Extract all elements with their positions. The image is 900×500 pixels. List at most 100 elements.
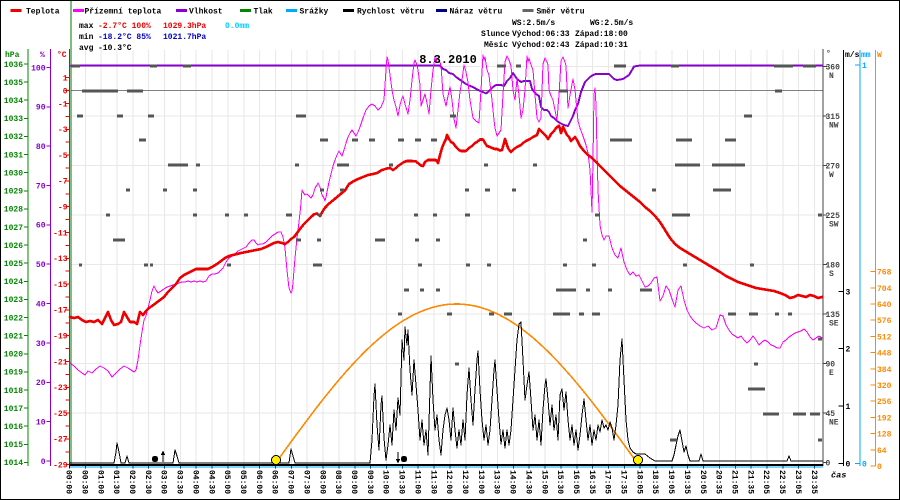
svg-text:Slunce: Slunce [481, 30, 510, 39]
svg-text:10:00: 10:00 [381, 470, 390, 494]
svg-text:100: 100 [31, 64, 46, 73]
svg-text:01:00: 01:00 [95, 470, 104, 494]
svg-text:08:00: 08:00 [317, 470, 326, 494]
svg-text:640: 640 [877, 301, 892, 310]
svg-text:1019: 1019 [4, 369, 23, 378]
svg-text:135: 135 [826, 311, 841, 320]
svg-text:Měsíc: Měsíc [484, 41, 508, 50]
svg-text:0.0mm: 0.0mm [225, 22, 249, 31]
svg-text:07:00: 07:00 [286, 470, 295, 494]
svg-text:1036: 1036 [4, 61, 23, 70]
svg-text:Tlak: Tlak [254, 8, 273, 17]
svg-text:90: 90 [36, 104, 46, 113]
svg-text:1: 1 [846, 403, 851, 412]
svg-text:02:30: 02:30 [143, 470, 152, 494]
svg-text:09:30: 09:30 [365, 470, 374, 494]
svg-text:1014: 1014 [4, 459, 23, 468]
svg-text:128: 128 [877, 431, 892, 440]
svg-text:1028: 1028 [4, 206, 23, 215]
svg-text:15:30: 15:30 [555, 470, 564, 494]
svg-text:1: 1 [63, 75, 68, 84]
svg-text:E: E [829, 369, 834, 378]
svg-text:23:35: 23:35 [809, 470, 818, 494]
svg-text:180: 180 [826, 262, 841, 271]
svg-text:Západ:10:31: Západ:10:31 [575, 41, 628, 50]
svg-text:-3: -3 [58, 126, 68, 135]
svg-text:avg: avg [79, 44, 94, 53]
svg-text:11:30: 11:30 [428, 470, 437, 494]
svg-text:1021.7hPa: 1021.7hPa [163, 33, 206, 42]
svg-text:-15: -15 [53, 281, 68, 290]
svg-text:-29: -29 [53, 462, 68, 471]
svg-text:12:30: 12:30 [460, 470, 469, 494]
svg-text:Náraz větru: Náraz větru [450, 8, 503, 17]
svg-text:15:00: 15:00 [539, 470, 548, 494]
svg-text:1026: 1026 [4, 242, 23, 251]
svg-text:06:30: 06:30 [270, 470, 279, 494]
svg-text:-18.2°C 85%: -18.2°C 85% [98, 33, 151, 42]
svg-text:NE: NE [829, 419, 839, 428]
svg-text:8.3.2010: 8.3.2010 [419, 53, 477, 67]
svg-text:30: 30 [36, 340, 46, 349]
svg-text:768: 768 [877, 269, 892, 278]
svg-text:SE: SE [829, 320, 839, 329]
svg-text:-11: -11 [53, 229, 68, 238]
svg-text:m/s: m/s [845, 51, 860, 60]
svg-text:704: 704 [877, 285, 892, 294]
svg-text:23:05: 23:05 [793, 470, 802, 494]
svg-text:13:00: 13:00 [476, 470, 485, 494]
svg-text:3: 3 [846, 288, 851, 297]
svg-text:-7: -7 [58, 178, 68, 187]
svg-text:1029: 1029 [4, 188, 23, 197]
svg-text:60: 60 [36, 222, 46, 231]
svg-text:-5: -5 [58, 152, 68, 161]
svg-text:S: S [829, 270, 834, 279]
svg-text:270: 270 [826, 163, 841, 172]
svg-text:20:05: 20:05 [698, 470, 707, 494]
svg-text:576: 576 [877, 317, 892, 326]
svg-text:-21: -21 [53, 358, 68, 367]
svg-text:2: 2 [846, 346, 851, 355]
svg-text:14:00: 14:00 [508, 470, 517, 494]
svg-text:06:00: 06:00 [254, 470, 263, 494]
svg-text:16:05: 16:05 [571, 470, 580, 494]
svg-text:hPa: hPa [5, 51, 20, 60]
svg-text:09:00: 09:00 [349, 470, 358, 494]
svg-text:22:05: 22:05 [761, 470, 770, 494]
svg-text:21:05: 21:05 [730, 470, 739, 494]
svg-text:Přízemní teplota: Přízemní teplota [85, 8, 162, 17]
svg-text:05:00: 05:00 [222, 470, 231, 494]
svg-text:17:35: 17:35 [619, 470, 628, 494]
svg-text:-1: -1 [58, 100, 68, 109]
svg-text:-17: -17 [53, 307, 68, 316]
svg-text:21:35: 21:35 [745, 470, 754, 494]
svg-text:05:30: 05:30 [238, 470, 247, 494]
svg-text:19:35: 19:35 [682, 470, 691, 494]
svg-text:18:05: 18:05 [634, 470, 643, 494]
svg-text:45: 45 [826, 410, 836, 419]
svg-text:1018: 1018 [4, 387, 23, 396]
svg-text:-9: -9 [58, 204, 68, 213]
svg-text:1032: 1032 [4, 133, 23, 142]
svg-text:1020: 1020 [4, 351, 23, 360]
svg-text:1035: 1035 [4, 79, 23, 88]
svg-text:512: 512 [877, 333, 892, 342]
svg-text:-10.3°C: -10.3°C [98, 44, 132, 53]
svg-text:20:35: 20:35 [714, 470, 723, 494]
svg-text:18:35: 18:35 [650, 470, 659, 494]
svg-text:Vlhkost: Vlhkost [189, 8, 223, 17]
svg-text:192: 192 [877, 414, 892, 423]
svg-text:SW: SW [829, 221, 839, 230]
svg-text:°C: °C [57, 51, 67, 60]
svg-text:12:00: 12:00 [444, 470, 453, 494]
svg-text:1021: 1021 [4, 332, 23, 341]
svg-text:Rychlost větru: Rychlost větru [357, 8, 424, 17]
svg-text:1017: 1017 [4, 405, 23, 414]
svg-text:07:30: 07:30 [301, 470, 310, 494]
svg-text:90: 90 [826, 361, 836, 370]
svg-text:0: 0 [41, 458, 46, 467]
svg-text:-2.7°C 100%: -2.7°C 100% [98, 22, 151, 31]
svg-text:64: 64 [877, 447, 887, 456]
svg-text:03:00: 03:00 [159, 470, 168, 494]
svg-text:448: 448 [877, 350, 892, 359]
